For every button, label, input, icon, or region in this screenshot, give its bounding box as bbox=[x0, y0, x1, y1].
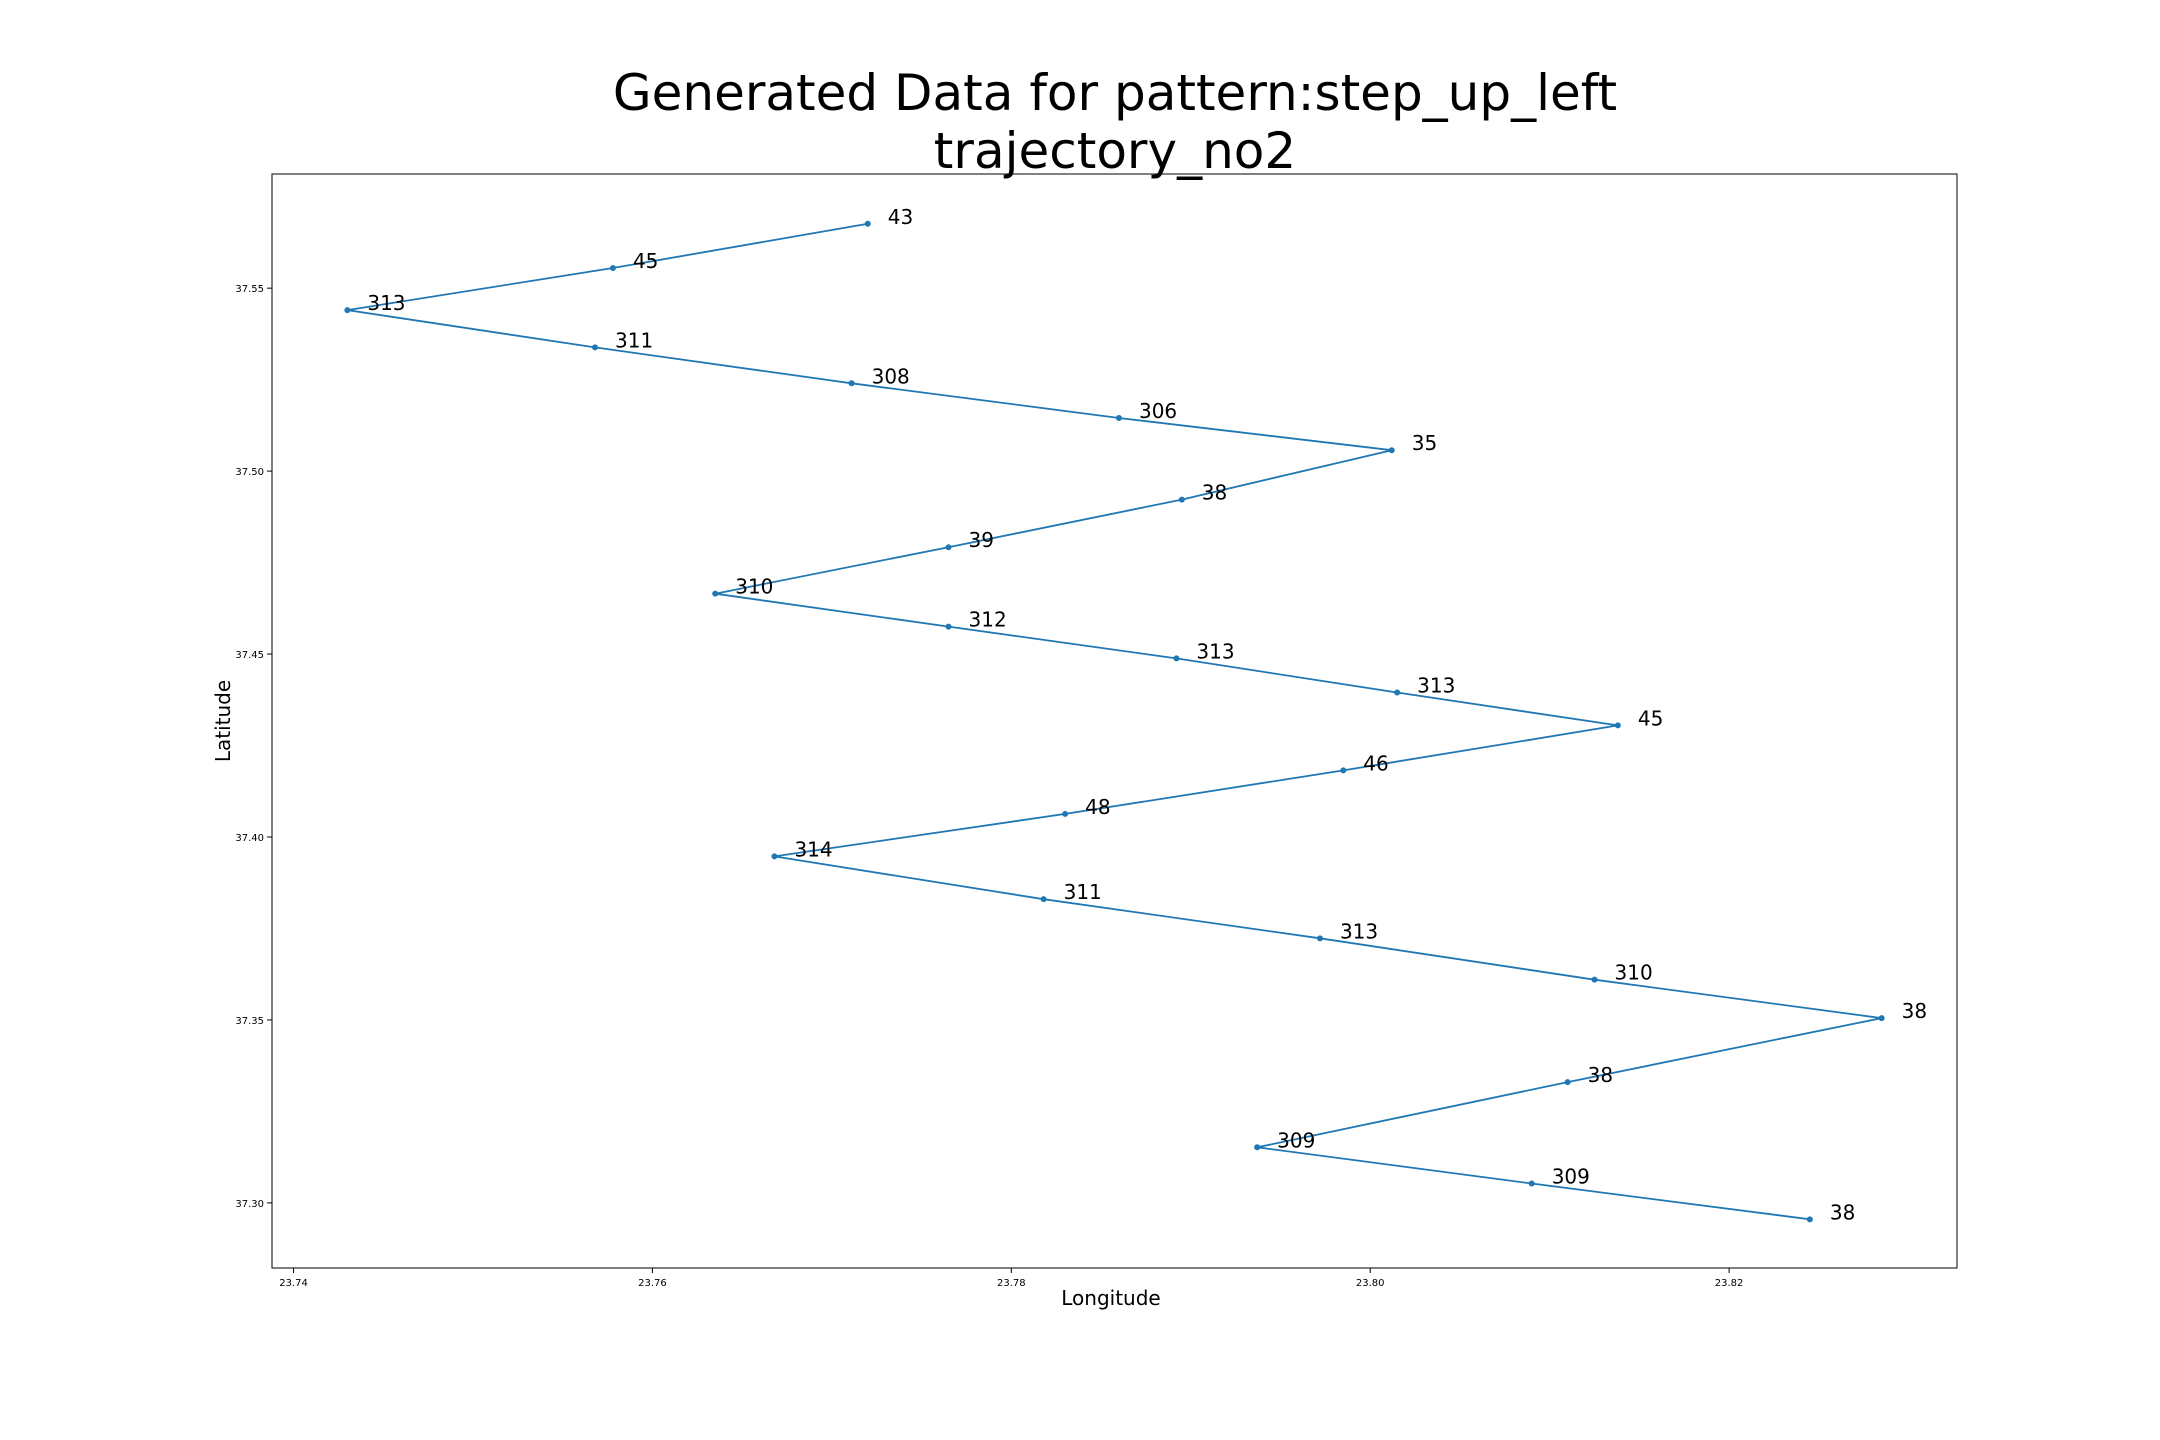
x-tick-label: 23.78 bbox=[997, 1278, 1026, 1289]
y-tick-label: 37.40 bbox=[235, 833, 264, 844]
data-point bbox=[1528, 1180, 1535, 1187]
data-point bbox=[1062, 810, 1069, 817]
data-point bbox=[712, 590, 719, 597]
data-point bbox=[1388, 447, 1395, 454]
data-point-label: 38 bbox=[1588, 1063, 1613, 1087]
data-point bbox=[945, 623, 952, 630]
data-point bbox=[1614, 722, 1621, 729]
point-labels: 43 45 313 311 308 306 35 38 39 310 312 313 313 45 46 48… bbox=[367, 205, 1927, 1225]
data-point bbox=[1316, 935, 1323, 942]
data-point-label: 35 bbox=[1412, 431, 1437, 455]
data-point bbox=[1806, 1216, 1813, 1223]
data-point bbox=[1394, 689, 1401, 696]
x-tick-label: 23.76 bbox=[638, 1278, 667, 1289]
data-point bbox=[771, 853, 778, 860]
data-point-label: 306 bbox=[1139, 399, 1177, 423]
data-point-label: 314 bbox=[794, 837, 832, 861]
data-point bbox=[864, 220, 871, 227]
y-tick-label: 37.50 bbox=[235, 467, 264, 478]
data-point-label: 310 bbox=[1615, 961, 1653, 985]
data-point-label: 312 bbox=[969, 608, 1007, 632]
data-point-label: 43 bbox=[888, 205, 913, 229]
data-point bbox=[1591, 976, 1598, 983]
data-point-label: 48 bbox=[1085, 795, 1110, 819]
data-point bbox=[592, 344, 599, 351]
data-point-label: 309 bbox=[1552, 1164, 1590, 1188]
data-point bbox=[1040, 896, 1047, 903]
data-point bbox=[1340, 767, 1347, 774]
data-point-label: 311 bbox=[615, 328, 653, 352]
data-point bbox=[1878, 1015, 1885, 1022]
x-tick-label: 23.82 bbox=[1715, 1278, 1744, 1289]
data-point bbox=[848, 380, 855, 387]
y-tick-label: 37.35 bbox=[235, 1016, 264, 1027]
data-point-label: 313 bbox=[1340, 919, 1378, 943]
data-point-label: 309 bbox=[1277, 1128, 1315, 1152]
data-point-label: 313 bbox=[1196, 639, 1234, 663]
data-point-label: 39 bbox=[969, 528, 994, 552]
data-point-label: 45 bbox=[1638, 706, 1663, 730]
data-point-label: 311 bbox=[1064, 880, 1102, 904]
data-point bbox=[1178, 496, 1185, 503]
x-tick-label: 23.80 bbox=[1356, 1278, 1385, 1289]
data-point bbox=[1564, 1079, 1571, 1086]
data-point bbox=[945, 544, 952, 551]
x-axis-ticks: 23.74 23.76 23.78 23.80 23.82 bbox=[279, 1268, 1743, 1289]
chart-title-line-1: Generated Data for pattern:step_up_left bbox=[613, 64, 1617, 122]
data-point bbox=[609, 265, 616, 272]
data-point-label: 38 bbox=[1902, 999, 1927, 1023]
data-point-label: 38 bbox=[1830, 1200, 1855, 1224]
x-tick-label: 23.74 bbox=[279, 1278, 308, 1289]
data-point-label: 38 bbox=[1202, 481, 1227, 505]
data-point-label: 313 bbox=[1417, 673, 1455, 697]
y-tick-label: 37.55 bbox=[235, 284, 264, 295]
data-point-label: 313 bbox=[367, 291, 405, 315]
data-point bbox=[1173, 655, 1180, 662]
data-point-label: 310 bbox=[735, 575, 773, 599]
chart-title-line-2: trajectory_no2 bbox=[934, 122, 1296, 180]
data-point bbox=[1254, 1144, 1261, 1151]
data-point bbox=[1115, 415, 1122, 422]
data-point-label: 45 bbox=[633, 249, 658, 273]
data-point-label: 308 bbox=[872, 364, 910, 388]
y-axis-label: Latitude bbox=[211, 680, 235, 762]
y-tick-label: 37.45 bbox=[235, 650, 264, 661]
data-point-label: 46 bbox=[1363, 751, 1388, 775]
plot-frame bbox=[271, 173, 1958, 1269]
y-axis-ticks: 37.30 37.35 37.40 37.45 37.50 37.55 bbox=[235, 284, 272, 1210]
data-points bbox=[344, 220, 1885, 1223]
y-tick-label: 37.30 bbox=[235, 1199, 264, 1210]
data-point bbox=[344, 307, 351, 314]
x-axis-label: Longitude bbox=[1061, 1286, 1160, 1310]
